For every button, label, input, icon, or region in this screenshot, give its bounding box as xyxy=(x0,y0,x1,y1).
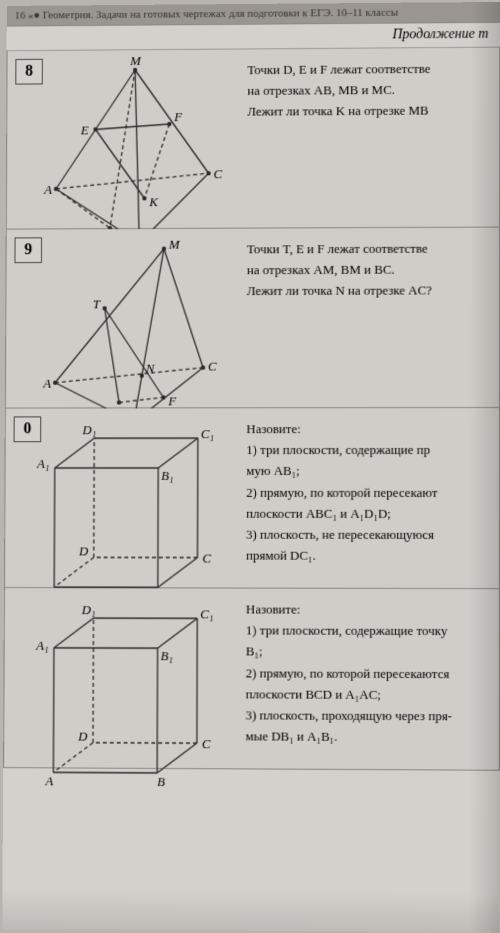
label-E: E xyxy=(80,122,89,137)
problem-text-11: Назовите: 1) три плоскости, содержащие т… xyxy=(241,589,498,770)
label-M: M xyxy=(129,53,142,68)
label-T: T xyxy=(93,296,101,311)
label-C: C xyxy=(202,736,211,751)
problem-text-8: Точки D, E и F лежат соответстве на отре… xyxy=(243,48,499,228)
label-A: A xyxy=(44,773,53,788)
label-C1: C₁ xyxy=(200,606,213,621)
continuation-label: Продолжение т xyxy=(7,23,500,51)
diagram-11: A B C D A₁ B₁ C₁ D₁ xyxy=(4,588,242,768)
problem-number: 8 xyxy=(15,59,43,85)
label-B: B xyxy=(157,774,165,789)
problem-number: 9 xyxy=(14,237,42,263)
label-D1: D₁ xyxy=(81,422,96,437)
problem-11: A B C D A₁ B₁ C₁ D₁ Назовите: 1) три пло… xyxy=(3,588,500,771)
problem-8: 8 M E F C A K D B Точки D, E и F лежат с… xyxy=(6,48,500,230)
label-N: N xyxy=(145,361,156,376)
problem-10: 0 A B C D A₁ B₁ C₁ D₁ Назовите: 1) три п… xyxy=(4,408,500,589)
label-D: D xyxy=(78,543,89,558)
label-A: A xyxy=(42,376,51,391)
label-M: M xyxy=(168,237,181,252)
problem-9: 9 M T N C A E F B Точки T, E и F лежат с… xyxy=(5,228,500,409)
label-B1: B₁ xyxy=(161,648,173,663)
label-D: D xyxy=(77,729,88,744)
label-A1: A₁ xyxy=(35,638,48,653)
problem-text-9: Точки T, E и F лежат соответстве на отре… xyxy=(242,228,499,408)
label-C1: C₁ xyxy=(201,426,214,441)
label-C: C xyxy=(214,166,223,181)
label-A1: A₁ xyxy=(36,456,49,471)
label-D1: D₁ xyxy=(81,602,96,617)
label-C: C xyxy=(208,359,217,374)
problem-text-10: Назовите: 1) три плоскости, содержащие п… xyxy=(242,408,499,588)
label-F: F xyxy=(173,109,182,124)
label-F: F xyxy=(167,393,176,408)
label-C: C xyxy=(202,551,211,566)
problem-number: 0 xyxy=(14,416,42,442)
label-K: K xyxy=(148,194,159,209)
label-A: A xyxy=(43,182,52,197)
label-B1: B₁ xyxy=(161,468,173,483)
